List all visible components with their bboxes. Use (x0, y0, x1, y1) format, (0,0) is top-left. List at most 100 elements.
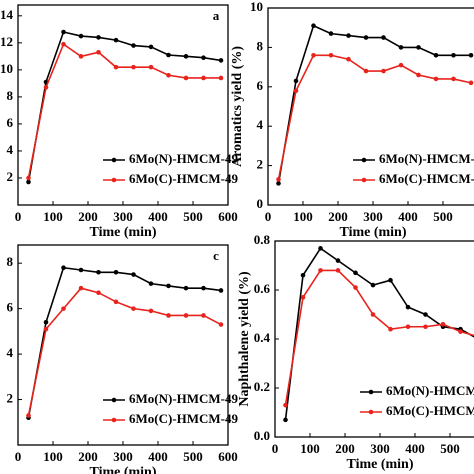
point (61, 306, 66, 311)
y-tick-label: 4 (257, 117, 264, 132)
point (78, 54, 84, 59)
point (26, 175, 31, 181)
point (353, 270, 358, 276)
point (370, 312, 376, 317)
x-tick-label: 100 (43, 449, 63, 464)
y-axis-label: Naphthalene yield (%) (237, 271, 252, 407)
y-tick-label: 6 (7, 300, 14, 315)
point (398, 62, 404, 68)
y-axis-label: Aromatics yield (%) (230, 46, 245, 167)
x-tick-label: 400 (398, 209, 418, 224)
panel-label: a (213, 8, 220, 23)
point (148, 308, 154, 314)
series-line (27, 266, 222, 418)
point (61, 41, 66, 47)
panel-label: c (213, 248, 219, 263)
x-tick-label: 300 (370, 441, 390, 456)
x-axis-label: Time (min) (89, 225, 156, 240)
y-tick-label: 0.6 (254, 281, 271, 296)
point (148, 44, 154, 50)
x-tick-label: 100 (43, 209, 63, 224)
point (26, 179, 31, 185)
series-line (284, 247, 474, 420)
y-tick-label: 6 (7, 115, 14, 130)
point (61, 29, 66, 35)
point (423, 312, 428, 317)
point (183, 75, 189, 81)
point (346, 33, 351, 38)
y-tick-label: 10 (0, 61, 13, 76)
point (218, 288, 224, 293)
point (363, 35, 369, 40)
point (131, 64, 136, 70)
legend-marker (361, 177, 367, 183)
legend-marker (111, 417, 117, 423)
point (166, 313, 171, 318)
legend-marker (111, 177, 117, 183)
x-tick-label: 200 (335, 441, 355, 456)
series-line (27, 42, 221, 179)
x-tick-label: 500 (183, 449, 203, 464)
point (416, 45, 421, 50)
point (405, 324, 411, 330)
x-tick-label: 500 (183, 209, 203, 224)
point (131, 43, 136, 48)
point (78, 33, 84, 39)
legend-label: 6Mo(C)-HMCM-49 (379, 171, 474, 186)
legend-label: 6Mo(N)-HMCM-49 (386, 383, 474, 398)
point (218, 58, 224, 63)
point (96, 269, 101, 275)
x-tick-label: 200 (78, 209, 98, 224)
legend-label: 6Mo(N)-HMCM-49 (379, 151, 474, 166)
point (43, 85, 49, 90)
point (440, 322, 446, 327)
point (148, 281, 154, 286)
point (370, 282, 376, 288)
x-axis-label: Time (min) (89, 465, 156, 474)
x-tick-label: 400 (148, 449, 168, 464)
point (201, 55, 206, 61)
y-tick-label: 4 (7, 345, 14, 360)
y-tick-label: 8 (7, 88, 14, 103)
y-tick-label: 2 (257, 157, 264, 172)
y-tick-label: 6 (257, 78, 264, 93)
legend-label: 6Mo(N)-HMCM-49 (129, 391, 239, 406)
x-tick-label: 0 (15, 209, 22, 224)
y-tick-label: 0.0 (254, 428, 270, 443)
point (388, 277, 393, 283)
series-line (277, 24, 471, 184)
point (423, 324, 428, 330)
point (381, 68, 386, 74)
point (183, 313, 189, 318)
point (113, 299, 119, 305)
legend-marker (368, 389, 374, 395)
y-tick-label: 4 (7, 142, 14, 157)
y-tick-label: 0.4 (254, 330, 271, 345)
point (451, 76, 456, 82)
y-tick-label: 8 (257, 38, 264, 53)
point (283, 417, 288, 423)
point (293, 78, 299, 84)
point (131, 306, 136, 311)
point (26, 413, 31, 418)
x-tick-label: 200 (328, 209, 348, 224)
x-tick-label: 300 (113, 209, 133, 224)
legend-label: 6Mo(C)-HMCM-49 (386, 403, 474, 418)
point (353, 285, 358, 290)
x-tick-label: 0 (265, 209, 272, 224)
y-tick-label: 2 (7, 169, 14, 184)
x-tick-label: 0 (15, 449, 22, 464)
y-tick-label: 10 (250, 0, 263, 14)
point (78, 267, 84, 273)
point (468, 52, 474, 58)
point (96, 290, 101, 296)
point (166, 72, 171, 78)
x-tick-label: 0 (272, 441, 279, 456)
series-line (27, 31, 222, 183)
legend-marker (111, 397, 117, 403)
point (311, 52, 316, 58)
x-tick-label: 600 (218, 209, 238, 224)
x-tick-label: 600 (218, 449, 238, 464)
x-tick-label: 400 (148, 209, 168, 224)
